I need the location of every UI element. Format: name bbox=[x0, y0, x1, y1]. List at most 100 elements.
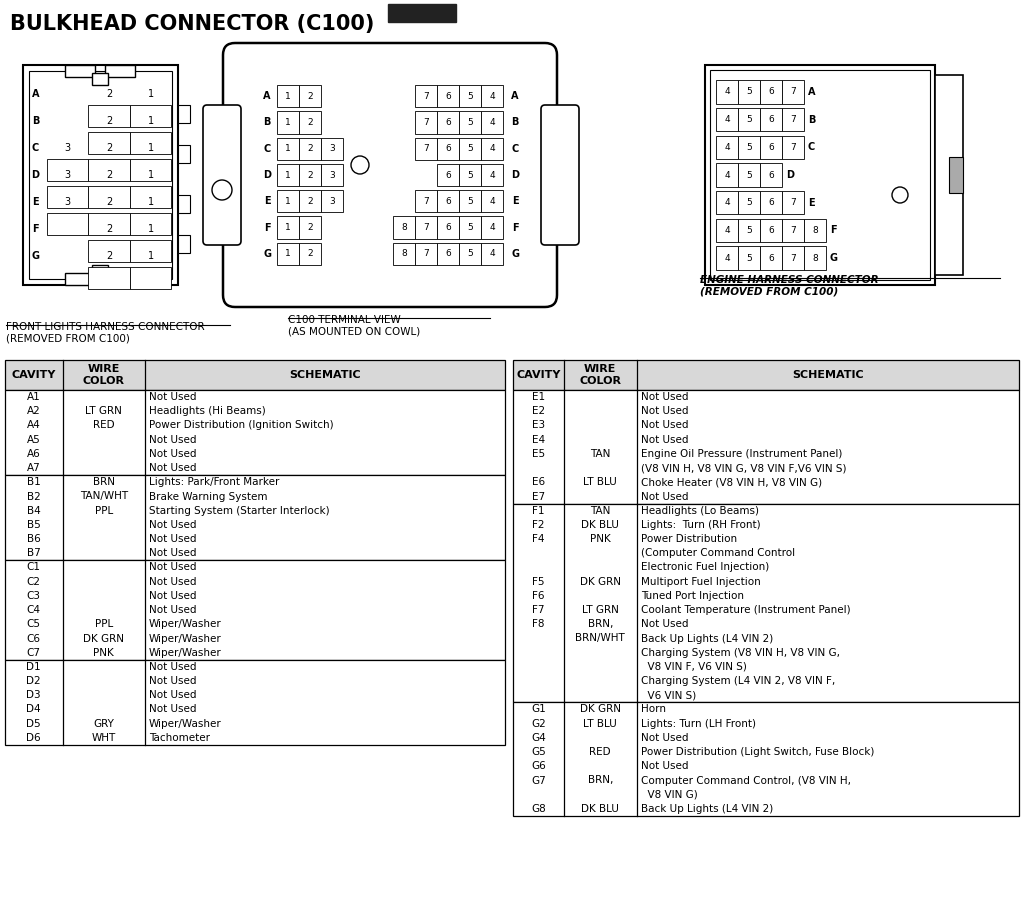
Text: F6: F6 bbox=[532, 591, 545, 601]
Bar bbox=[782, 108, 804, 131]
Bar bbox=[459, 243, 481, 265]
Text: LT BLU: LT BLU bbox=[584, 477, 617, 487]
Text: 1: 1 bbox=[285, 144, 291, 153]
Text: 5: 5 bbox=[746, 87, 752, 96]
Text: 8: 8 bbox=[812, 254, 818, 263]
Text: 4: 4 bbox=[489, 118, 495, 127]
Text: 1: 1 bbox=[285, 197, 291, 206]
Text: Wiper/Washer: Wiper/Washer bbox=[150, 719, 222, 729]
Text: F: F bbox=[264, 223, 270, 233]
Text: Headlights (Hi Beams): Headlights (Hi Beams) bbox=[150, 407, 266, 416]
Bar bbox=[760, 246, 782, 270]
Bar bbox=[459, 164, 481, 186]
Text: 5: 5 bbox=[746, 226, 752, 234]
Bar bbox=[321, 191, 343, 213]
Bar bbox=[459, 191, 481, 213]
Text: G1: G1 bbox=[530, 704, 546, 714]
Text: 6: 6 bbox=[445, 249, 451, 258]
Text: 5: 5 bbox=[467, 197, 473, 206]
Bar bbox=[760, 80, 782, 104]
Text: 3: 3 bbox=[329, 170, 335, 180]
Text: 2: 2 bbox=[105, 143, 112, 153]
Text: A5: A5 bbox=[27, 435, 41, 444]
Text: SCHEMATIC: SCHEMATIC bbox=[289, 370, 360, 380]
Text: C2: C2 bbox=[27, 577, 41, 587]
Text: Back Up Lights (L4 VIN 2): Back Up Lights (L4 VIN 2) bbox=[641, 634, 773, 644]
Text: 4: 4 bbox=[489, 224, 495, 232]
Text: Power Distribution: Power Distribution bbox=[641, 534, 737, 544]
Text: Not Used: Not Used bbox=[150, 549, 197, 558]
Text: 7: 7 bbox=[423, 224, 429, 232]
Text: G: G bbox=[263, 249, 271, 259]
Bar bbox=[760, 108, 782, 131]
Text: Not Used: Not Used bbox=[150, 704, 197, 714]
Text: LT GRN: LT GRN bbox=[582, 605, 618, 616]
Text: TAN: TAN bbox=[590, 449, 610, 459]
Text: A: A bbox=[808, 87, 815, 97]
Bar bbox=[393, 243, 415, 265]
Text: Choke Heater (V8 VIN H, V8 VIN G): Choke Heater (V8 VIN H, V8 VIN G) bbox=[641, 477, 822, 487]
Text: 2: 2 bbox=[105, 251, 112, 260]
Text: A4: A4 bbox=[27, 420, 41, 431]
Text: V8 VIN G): V8 VIN G) bbox=[641, 790, 697, 800]
Bar bbox=[513, 360, 1019, 390]
Bar bbox=[278, 216, 299, 239]
Text: 5: 5 bbox=[746, 170, 752, 180]
Text: 4: 4 bbox=[724, 143, 730, 152]
Text: Lights: Turn (LH Front): Lights: Turn (LH Front) bbox=[641, 719, 756, 729]
Bar bbox=[5, 390, 505, 475]
Bar bbox=[459, 216, 481, 239]
Text: E: E bbox=[264, 196, 270, 206]
Text: 1: 1 bbox=[147, 251, 154, 260]
Bar bbox=[513, 703, 1019, 816]
Text: 6: 6 bbox=[445, 92, 451, 101]
Text: WIRE
COLOR: WIRE COLOR bbox=[580, 365, 622, 386]
Text: 6: 6 bbox=[768, 115, 774, 124]
Text: 3: 3 bbox=[329, 197, 335, 206]
Text: Power Distribution (Ignition Switch): Power Distribution (Ignition Switch) bbox=[150, 420, 334, 431]
Text: F2: F2 bbox=[532, 520, 545, 529]
Text: 4: 4 bbox=[489, 249, 495, 258]
Text: Starting System (Starter Interlock): Starting System (Starter Interlock) bbox=[150, 506, 330, 516]
Text: DK BLU: DK BLU bbox=[582, 804, 620, 814]
Text: Not Used: Not Used bbox=[150, 435, 197, 444]
Bar bbox=[88, 240, 130, 262]
Bar bbox=[299, 216, 321, 239]
Bar bbox=[88, 267, 130, 289]
Bar bbox=[738, 219, 760, 242]
Bar bbox=[321, 137, 343, 160]
Text: 2: 2 bbox=[105, 197, 112, 207]
Bar bbox=[278, 85, 299, 107]
Text: DK BLU: DK BLU bbox=[582, 520, 620, 529]
Text: 4: 4 bbox=[724, 115, 730, 124]
Bar bbox=[278, 164, 299, 186]
Text: 5: 5 bbox=[467, 144, 473, 153]
Text: 1: 1 bbox=[285, 118, 291, 127]
Text: Not Used: Not Used bbox=[641, 420, 688, 431]
Text: 3: 3 bbox=[65, 197, 71, 207]
Text: B1: B1 bbox=[27, 477, 41, 487]
Bar bbox=[481, 111, 503, 134]
Text: Not Used: Not Used bbox=[150, 605, 197, 616]
Text: PNK: PNK bbox=[93, 648, 114, 658]
Bar bbox=[415, 216, 437, 239]
Text: A: A bbox=[511, 92, 519, 101]
Text: 1: 1 bbox=[285, 92, 291, 101]
Text: 6: 6 bbox=[445, 197, 451, 206]
Bar bbox=[130, 240, 171, 262]
Text: Not Used: Not Used bbox=[150, 463, 197, 473]
Text: E1: E1 bbox=[531, 392, 545, 402]
Text: D1: D1 bbox=[27, 662, 41, 672]
Text: 1: 1 bbox=[147, 143, 154, 153]
Bar bbox=[92, 265, 108, 277]
Bar bbox=[92, 73, 108, 85]
Text: 4: 4 bbox=[724, 170, 730, 180]
Text: 5: 5 bbox=[746, 198, 752, 207]
Bar bbox=[760, 191, 782, 214]
Text: Not Used: Not Used bbox=[150, 449, 197, 459]
Bar bbox=[804, 219, 826, 242]
Bar bbox=[5, 475, 505, 561]
Bar bbox=[415, 243, 437, 265]
Text: Wiper/Washer: Wiper/Washer bbox=[150, 634, 222, 644]
Text: 5: 5 bbox=[467, 92, 473, 101]
